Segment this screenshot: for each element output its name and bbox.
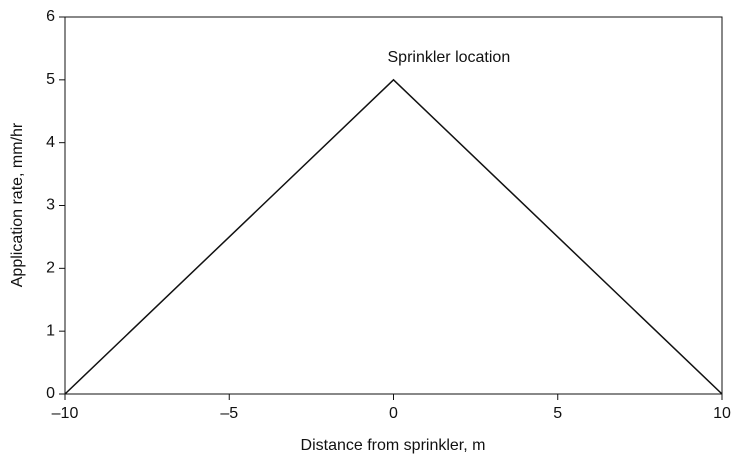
x-axis-label: Distance from sprinkler, m [301,437,486,454]
plot-frame [64,16,723,395]
x-tick-label: –10 [52,405,79,422]
y-tick-label: 4 [46,134,55,151]
y-tick-label: 5 [46,71,55,88]
y-tick-label: 2 [46,260,55,277]
y-axis-label: Application rate, mm/hr [9,122,26,287]
x-tick-label: 0 [389,405,398,422]
y-tick-label: 0 [46,385,55,402]
data-line [64,78,723,395]
annotation: Sprinkler location [388,49,511,66]
y-tick-label: 3 [46,197,55,214]
x-tick-label: 10 [713,405,731,422]
x-tick-label: 5 [553,405,562,422]
y-tick-label: 1 [46,322,55,339]
x-tick-label: –5 [220,405,238,422]
y-tick-label: 6 [46,8,55,25]
